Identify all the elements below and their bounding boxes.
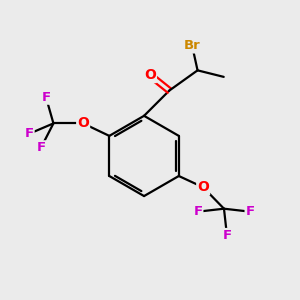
Text: F: F [246,205,255,218]
Text: O: O [77,116,89,130]
Text: Br: Br [184,40,201,52]
Text: O: O [197,180,209,194]
Text: F: F [41,91,51,104]
Text: F: F [36,141,46,154]
Text: F: F [222,229,232,242]
Text: F: F [25,127,34,140]
Text: O: O [144,68,156,82]
Text: F: F [193,205,203,218]
